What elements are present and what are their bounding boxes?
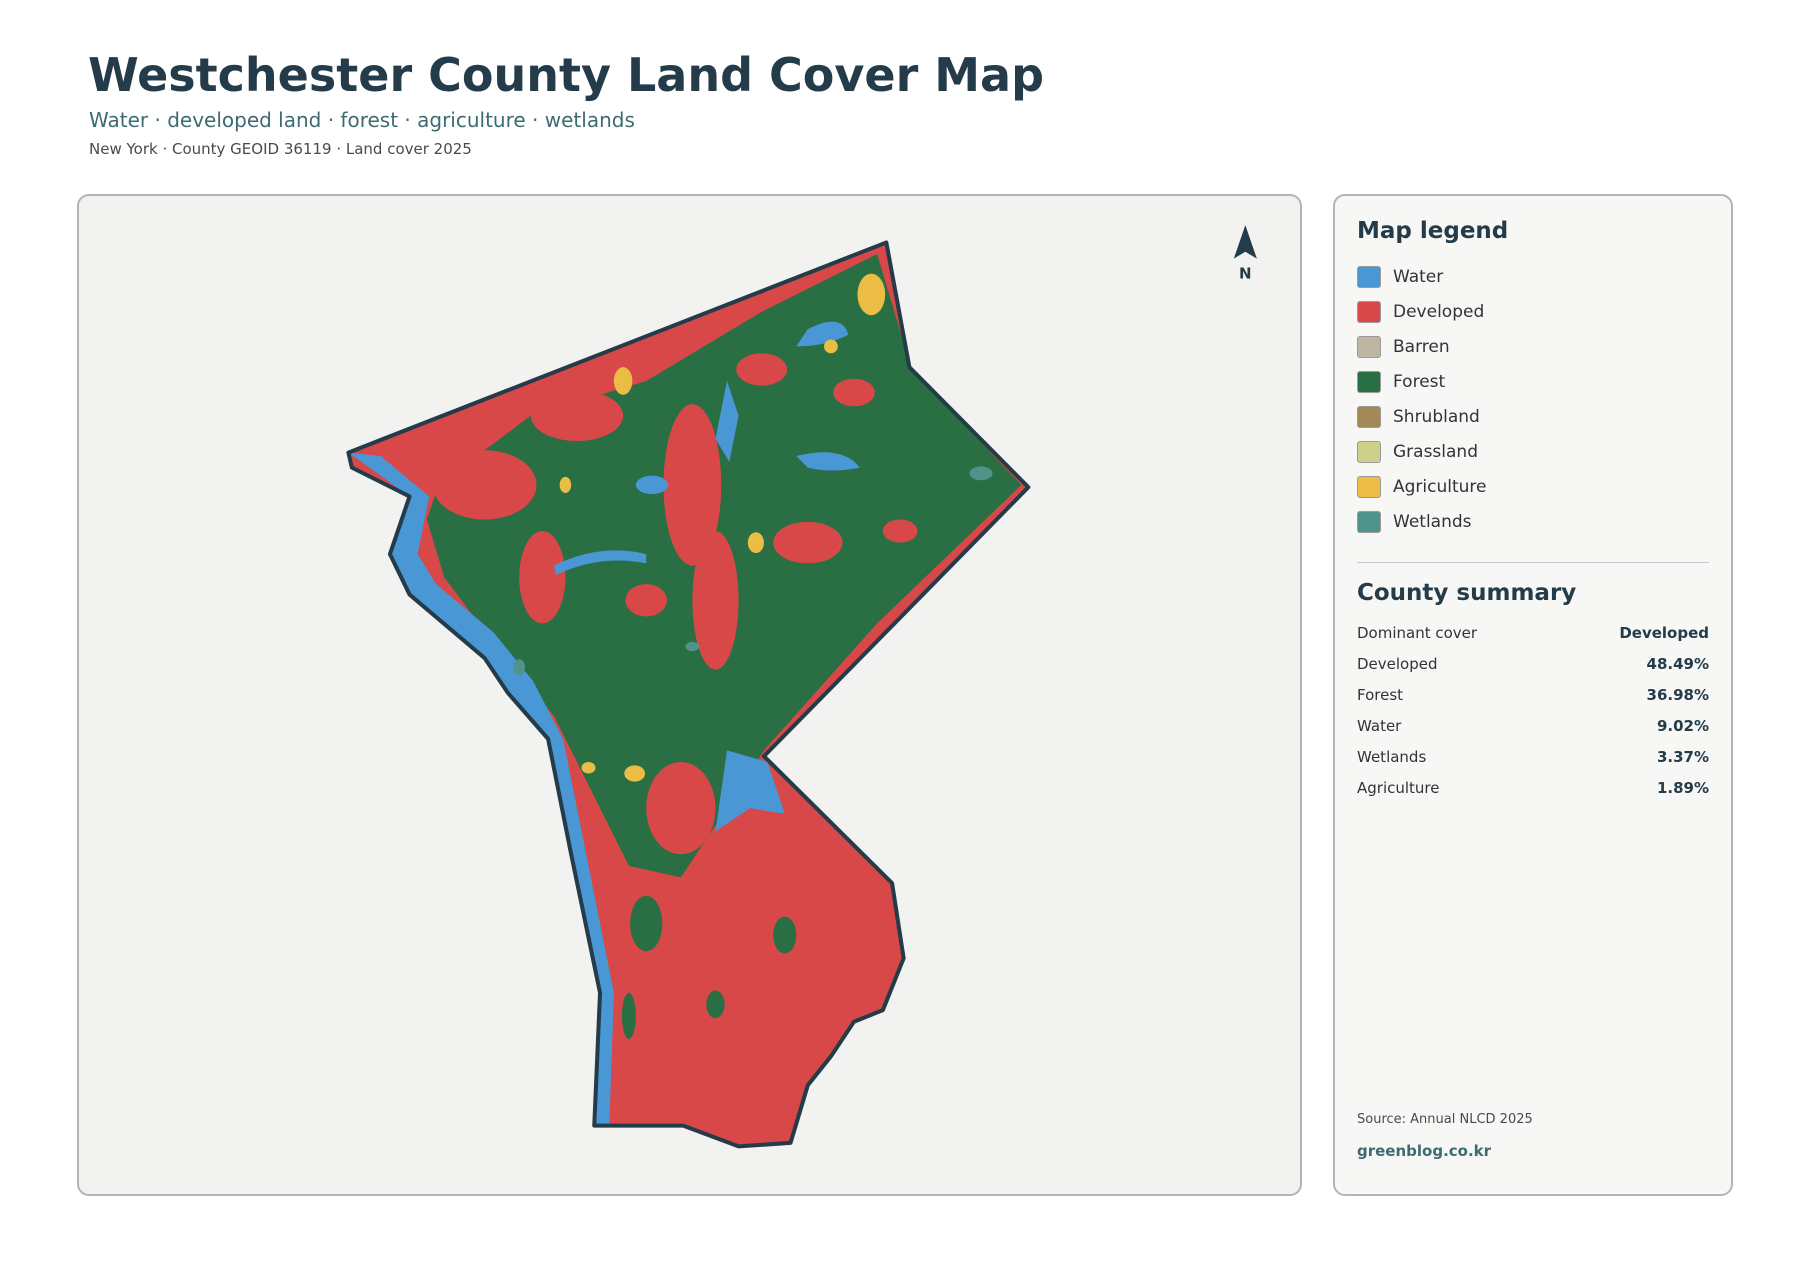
developed-patches (432, 353, 918, 855)
summary-row: Wetlands 3.37% (1357, 748, 1709, 766)
subtitle: Water · developed land · forest · agricu… (89, 108, 635, 132)
legend-item: Barren (1357, 334, 1450, 360)
county-outline (346, 240, 1031, 1149)
legend-label: Developed (1393, 302, 1485, 322)
meta: New York · County GEOID 36119 · Land cov… (89, 140, 472, 158)
legend-swatch (1357, 336, 1381, 358)
summary-key: Agriculture (1357, 779, 1440, 797)
legend-item: Grassland (1357, 439, 1478, 465)
legend-item: Agriculture (1357, 474, 1487, 500)
legend-label: Barren (1393, 337, 1450, 357)
summary-row: Water 9.02% (1357, 717, 1709, 735)
legend-swatch (1357, 406, 1381, 428)
summary-title: County summary (1357, 580, 1577, 606)
legend-label: Water (1393, 267, 1444, 287)
legend-label: Wetlands (1393, 512, 1472, 532)
summary-value: 9.02% (1656, 717, 1709, 735)
source: Source: Annual NLCD 2025 (1357, 1112, 1533, 1127)
land-cover (348, 242, 1029, 1147)
summary-value: 1.89% (1656, 779, 1709, 797)
legend-label: Forest (1393, 372, 1446, 392)
summary-key: Water (1357, 717, 1402, 735)
summary-value: 48.49% (1646, 655, 1709, 673)
title: Westchester County Land Cover Map (88, 48, 1045, 102)
summary-value: 36.98% (1646, 686, 1709, 704)
wetland-patches (513, 466, 993, 676)
summary-value: Developed (1619, 624, 1709, 642)
summary-key: Forest (1357, 686, 1404, 704)
legend-label: Agriculture (1393, 477, 1487, 497)
north-arrow (1233, 225, 1257, 259)
summary-row: Forest 36.98% (1357, 686, 1709, 704)
legend-swatch (1357, 511, 1381, 533)
legend-title: Map legend (1357, 218, 1509, 244)
map-panel: N (77, 194, 1302, 1196)
separator (1357, 562, 1709, 563)
legend-item: Water (1357, 264, 1443, 290)
legend-item: Wetlands (1357, 509, 1472, 535)
legend-swatch (1357, 476, 1381, 498)
map: N (346, 225, 1257, 1149)
agriculture-patches (559, 273, 886, 782)
legend-item: Developed (1357, 299, 1484, 325)
legend-label: Grassland (1393, 442, 1478, 462)
legend-label: Shrubland (1393, 407, 1480, 427)
legend-item: Shrubland (1357, 404, 1480, 430)
legend-swatch (1357, 441, 1381, 463)
summary-value: 3.37% (1656, 748, 1709, 766)
summary-key: Dominant cover (1357, 624, 1478, 642)
legend-item: Forest (1357, 369, 1445, 395)
summary-row: Developed 48.49% (1357, 655, 1709, 673)
forest-patches (621, 895, 797, 1040)
site: greenblog.co.kr (1357, 1142, 1492, 1160)
summary-key: Developed (1357, 655, 1438, 673)
summary-row: Dominant cover Developed (1357, 624, 1709, 642)
summary-key: Wetlands (1357, 748, 1427, 766)
north-label: N (1239, 264, 1252, 282)
legend-swatch (1357, 266, 1381, 288)
side-panel: Map legend Water Developed Barren Forest Shr… (1333, 194, 1733, 1196)
legend-swatch (1357, 301, 1381, 323)
legend-swatch (1357, 371, 1381, 393)
summary-row: Agriculture 1.89% (1357, 779, 1709, 797)
